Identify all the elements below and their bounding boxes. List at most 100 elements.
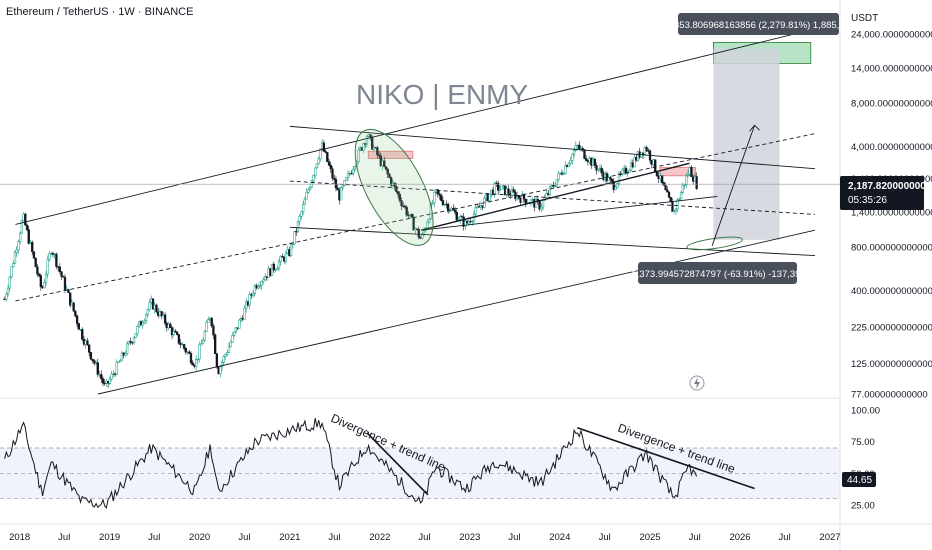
candle-body-336 — [583, 149, 586, 159]
trend-channel-mid — [15, 133, 816, 302]
candle-57 — [101, 376, 105, 387]
countdown-label: 05:35:26 — [848, 195, 887, 206]
candle-body-191 — [333, 177, 336, 180]
candle-body-52 — [93, 360, 96, 364]
candle-body-88 — [155, 304, 158, 313]
candle-295 — [512, 186, 515, 194]
candle-40 — [72, 302, 75, 313]
candle-230 — [400, 197, 403, 211]
candle-76 — [134, 333, 137, 338]
candle-body-139 — [243, 308, 246, 320]
candle-24 — [44, 270, 48, 287]
candle-body-67 — [119, 359, 122, 363]
candle-body-112 — [196, 358, 200, 360]
candle-217 — [377, 151, 381, 159]
candle-body-16 — [31, 241, 34, 253]
candle-252 — [438, 190, 441, 200]
candle-body-264 — [459, 216, 462, 220]
candle-body-30 — [55, 253, 58, 267]
candle-91 — [160, 310, 163, 320]
candle-body-354 — [614, 187, 617, 190]
candle-body-126 — [220, 362, 224, 368]
candle-body-388 — [673, 210, 676, 212]
candle-321 — [557, 170, 560, 183]
candle-35 — [63, 274, 67, 293]
candle-352 — [610, 178, 614, 185]
candle-body-168 — [293, 231, 296, 245]
rsi-line — [4, 418, 698, 509]
bottom-ellipse — [686, 236, 743, 251]
candle-body-308 — [534, 199, 538, 208]
candle-body-185 — [322, 142, 326, 152]
candle-body-377 — [654, 159, 657, 172]
candle-body-57 — [101, 378, 105, 384]
candle-body-189 — [329, 164, 332, 170]
candle-body-129 — [226, 352, 229, 355]
candle-body-25 — [46, 259, 49, 275]
candle-body-314 — [545, 193, 548, 198]
candle-body-113 — [198, 344, 201, 360]
candle-body-12 — [24, 213, 27, 226]
price-tick-9: 125.000000000000 — [851, 359, 932, 370]
candle-body-325 — [564, 165, 567, 174]
candle-body-76 — [134, 333, 137, 338]
candle-111 — [195, 355, 198, 371]
candle-34 — [62, 275, 65, 278]
candle-body-292 — [507, 188, 510, 195]
candle-43 — [77, 322, 80, 330]
price-tick-0: 24,000.000000000000 — [851, 30, 932, 41]
candle-body-122 — [213, 334, 217, 354]
candle-287 — [498, 185, 502, 194]
candle-316 — [548, 185, 552, 199]
candle-body-157 — [274, 269, 277, 271]
candle-body-177 — [308, 186, 312, 190]
candle-body-196 — [341, 185, 344, 188]
trend-range-upper — [289, 125, 815, 170]
candle-128 — [224, 353, 227, 360]
candle-121 — [212, 323, 215, 340]
candle-body-26 — [48, 253, 51, 260]
candle-232 — [403, 204, 407, 210]
candle-body-17 — [32, 251, 36, 259]
candle-125 — [219, 365, 222, 378]
candle-2 — [6, 284, 10, 297]
candle-201 — [350, 170, 353, 175]
candle-147 — [257, 284, 260, 290]
candle-83 — [146, 308, 149, 318]
candle-body-19 — [36, 266, 39, 275]
candle-body-150 — [262, 279, 265, 282]
lightning-icon[interactable] — [689, 375, 705, 391]
candle-273 — [474, 203, 477, 219]
candle-93 — [163, 312, 167, 326]
candle-body-384 — [666, 189, 669, 193]
candle-body-151 — [264, 276, 267, 281]
candle-132 — [231, 332, 234, 344]
candle-body-248 — [431, 202, 434, 205]
candle-38 — [69, 292, 72, 308]
candle-body-355 — [616, 183, 619, 188]
candle-180 — [314, 167, 317, 179]
candle-body-249 — [433, 192, 436, 204]
candle-342 — [593, 157, 596, 169]
candle-170 — [296, 220, 300, 234]
candle-101 — [177, 334, 181, 345]
candle-4 — [10, 266, 13, 280]
candle-body-319 — [553, 185, 557, 188]
candle-body-132 — [231, 335, 234, 343]
candle-body-98 — [172, 330, 175, 336]
candle-body-147 — [257, 286, 260, 289]
candle-body-190 — [331, 168, 334, 179]
candle-body-23 — [43, 282, 46, 289]
candle-body-233 — [405, 206, 408, 216]
candle-175 — [305, 188, 308, 200]
candle-body-99 — [174, 330, 177, 333]
candle-395 — [685, 173, 688, 188]
candle-body-18 — [34, 257, 37, 268]
candle-167 — [291, 242, 294, 249]
candle-body-104 — [182, 344, 186, 349]
candle-body-38 — [69, 292, 72, 306]
candle-body-333 — [578, 144, 581, 150]
candle-body-35 — [63, 277, 67, 290]
candle-33 — [60, 271, 63, 281]
candle-body-9 — [18, 232, 22, 242]
